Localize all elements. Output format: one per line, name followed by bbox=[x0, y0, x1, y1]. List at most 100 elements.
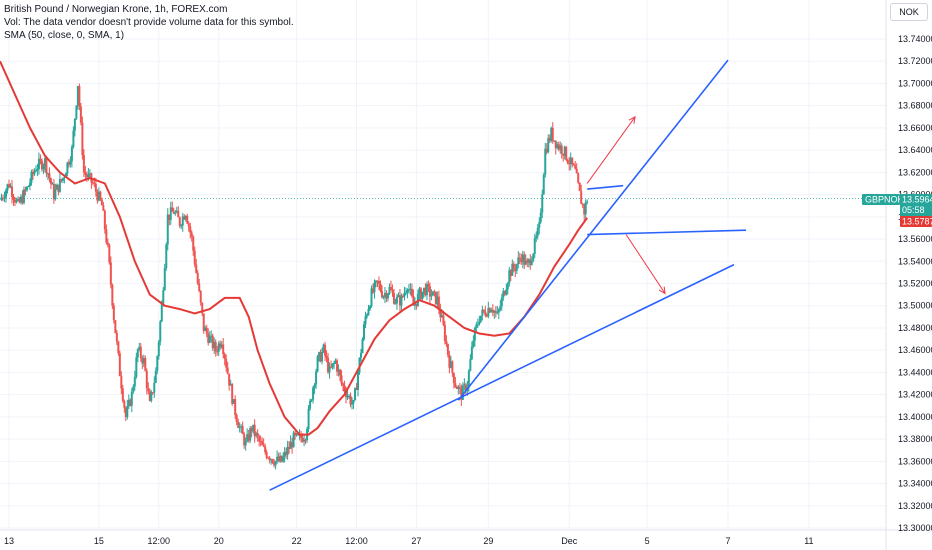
candle-body bbox=[584, 202, 587, 215]
legend-title[interactable]: British Pound / Norwegian Krone, 1h, FOR… bbox=[4, 4, 228, 15]
trendline-0 bbox=[269, 263, 735, 491]
candle-body bbox=[536, 227, 539, 236]
candle-body bbox=[460, 387, 463, 400]
candle-body bbox=[340, 375, 343, 384]
candle-body bbox=[40, 160, 43, 170]
candle-body bbox=[354, 388, 357, 400]
candle-body bbox=[55, 184, 58, 190]
price-axis[interactable]: 13.74000 13.72000 13.70000 13.68000 13.66000… bbox=[898, 34, 932, 533]
candle-body bbox=[518, 257, 521, 259]
candle-body bbox=[325, 355, 328, 358]
candle-body bbox=[532, 253, 535, 261]
candle-body bbox=[267, 457, 270, 459]
candle-body bbox=[578, 182, 581, 191]
candle-body bbox=[398, 295, 401, 306]
candle-body bbox=[313, 384, 316, 388]
candle-body bbox=[129, 399, 132, 406]
candle-body bbox=[232, 399, 235, 404]
price-tick-6: 13.62000 bbox=[898, 167, 932, 177]
candle-body bbox=[280, 455, 283, 462]
candle-body bbox=[488, 308, 491, 313]
candle-body bbox=[309, 400, 312, 409]
candle-body bbox=[15, 199, 18, 203]
candle-body bbox=[276, 456, 279, 462]
candle-body bbox=[166, 214, 169, 245]
candle-body bbox=[371, 288, 374, 293]
candle-body bbox=[178, 217, 181, 226]
candle-body bbox=[475, 324, 478, 329]
candle-body bbox=[132, 386, 135, 392]
candle-body bbox=[404, 292, 407, 294]
candle-body bbox=[219, 343, 222, 348]
candle-body bbox=[237, 421, 240, 428]
price-tick-15: 13.44000 bbox=[898, 367, 932, 377]
candle-body bbox=[226, 367, 229, 374]
candle-body bbox=[151, 392, 154, 394]
candle-body bbox=[97, 191, 100, 201]
trendlines[interactable] bbox=[269, 59, 746, 491]
time-tick-2: 12:00 bbox=[148, 536, 171, 546]
candle-body bbox=[505, 289, 508, 295]
candle-body bbox=[213, 341, 216, 349]
candle-body bbox=[54, 189, 57, 200]
candle-body bbox=[361, 339, 364, 353]
time-tick-9: 5 bbox=[645, 536, 650, 546]
trendline-3 bbox=[587, 184, 624, 190]
candle-body bbox=[19, 196, 22, 203]
candle-body bbox=[148, 391, 151, 401]
candle-body bbox=[264, 446, 267, 453]
candle-body bbox=[565, 146, 568, 160]
candle-body bbox=[572, 164, 575, 166]
candle-body bbox=[416, 293, 419, 306]
candle-body bbox=[568, 163, 571, 165]
candle-body bbox=[201, 302, 204, 314]
price-tick-14: 13.46000 bbox=[898, 345, 932, 355]
candle-body bbox=[130, 391, 133, 406]
candle-body bbox=[478, 321, 481, 325]
time-axis[interactable]: 13 15 12:00 20 22 12:00 27 29 Dec 5 7 11 bbox=[4, 536, 814, 546]
candle-body bbox=[216, 351, 219, 353]
candle-body bbox=[13, 199, 16, 203]
candle-body bbox=[292, 432, 295, 448]
candle-body bbox=[463, 384, 466, 386]
candle-body bbox=[569, 157, 572, 165]
candle-body bbox=[112, 305, 115, 321]
candle-body bbox=[406, 289, 409, 293]
candle-body bbox=[355, 388, 358, 390]
candle-body bbox=[274, 461, 277, 466]
candle-body bbox=[343, 385, 346, 392]
currency-button[interactable]: NOK bbox=[890, 3, 928, 21]
candle-body bbox=[228, 373, 231, 386]
candle-body bbox=[337, 369, 340, 372]
candle-body bbox=[186, 216, 189, 224]
candle-body bbox=[415, 303, 418, 306]
arrow-head-0 bbox=[628, 115, 636, 124]
candle-body bbox=[189, 226, 192, 233]
candle-body bbox=[180, 225, 183, 227]
candle-body bbox=[526, 260, 529, 263]
candle-body bbox=[496, 312, 499, 314]
candle-body bbox=[301, 438, 304, 442]
projection-arrows[interactable] bbox=[586, 115, 666, 295]
candle-body bbox=[445, 341, 448, 344]
candle-body bbox=[452, 372, 455, 384]
candle-body bbox=[229, 384, 232, 386]
candle-body bbox=[373, 282, 376, 293]
candle-body bbox=[511, 263, 514, 276]
candle-body bbox=[25, 186, 28, 191]
candle-body bbox=[135, 357, 138, 377]
candle-body bbox=[75, 105, 78, 119]
candle-body bbox=[46, 173, 49, 175]
candle-body bbox=[184, 216, 187, 220]
candle-body bbox=[457, 386, 460, 390]
candle-body bbox=[437, 296, 440, 310]
candle-body bbox=[385, 293, 388, 299]
candle-body bbox=[252, 424, 255, 432]
candle-body bbox=[442, 315, 445, 325]
candle-body bbox=[458, 386, 461, 388]
candle-body bbox=[108, 244, 111, 263]
price-tick-11: 13.52000 bbox=[898, 279, 932, 289]
candle-body bbox=[485, 315, 488, 317]
legend-sma[interactable]: SMA (50, close, 0, SMA, 1) bbox=[4, 30, 125, 41]
